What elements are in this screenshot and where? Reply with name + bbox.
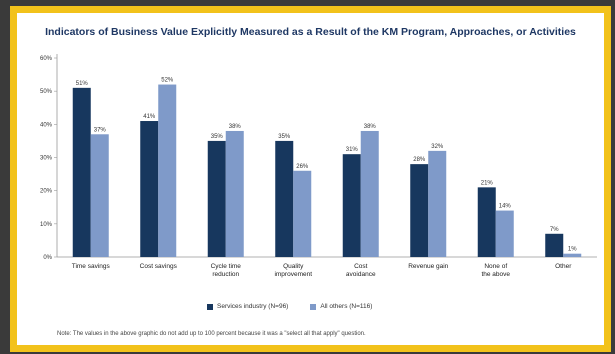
chart-legend: Services industry (N=96) All others (N=1… [207,303,372,310]
bar-series-2 [563,253,582,257]
category-label: Cost avoidance [346,263,376,278]
bar-series-2 [225,130,244,257]
y-tick-label: 10% [40,222,53,228]
y-tick-label: 0% [43,255,52,261]
data-label-series-1: 41% [143,114,156,120]
bar-series-2 [90,134,109,257]
data-label-series-2: 38% [229,124,242,130]
data-label-series-2: 1% [568,247,577,253]
y-tick-label: 60% [40,56,53,62]
y-tick-label: 40% [40,122,53,128]
y-tick-label: 20% [40,189,53,195]
data-label-series-2: 14% [499,204,512,210]
bar-series-1 [72,87,91,257]
data-label-series-1: 21% [481,180,494,186]
category-label: Other [555,263,572,270]
chart-frame: Indicators of Business Value Explicitly … [10,6,611,352]
bar-series-1 [140,121,159,258]
data-label-series-1: 7% [550,227,559,233]
category-label: Quality improvement [274,263,312,278]
category-label: Revenue gain [408,263,448,270]
y-tick-label: 30% [40,156,53,162]
bar-series-1 [207,140,226,257]
bar-series-1 [410,164,429,257]
bar-series-2 [158,84,177,258]
bar-series-1 [342,154,361,257]
data-label-series-1: 51% [76,81,89,87]
data-label-series-1: 35% [278,134,291,140]
chart-note: Note: The values in the above graphic do… [57,331,366,337]
data-label-series-1: 28% [413,157,426,163]
bar-series-1 [545,233,564,257]
chart-title: Indicators of Business Value Explicitly … [45,26,576,38]
data-label-series-2: 37% [94,127,107,133]
data-label-series-2: 32% [431,144,444,150]
category-label: Time savings [72,263,111,270]
data-label-series-1: 31% [346,147,359,153]
legend-swatch-series-1 [207,303,213,310]
bar-series-1 [275,140,294,257]
data-label-series-2: 52% [161,78,174,84]
y-tick-label: 50% [40,89,53,95]
chart-panel: Indicators of Business Value Explicitly … [17,13,604,345]
bar-series-2 [360,130,379,257]
data-label-series-1: 35% [211,134,224,140]
bar-chart: 0% 10% 20% 30% 40% 50% 60% 51% 37% Time savings 41… [40,54,597,278]
legend-label-series-2: All others (N=116) [320,303,373,310]
bar-series-2 [495,210,514,257]
category-label: Cycle time reduction [211,263,242,278]
category-label: None of the above [481,263,510,278]
category-label: Cost savings [140,263,178,270]
data-label-series-2: 38% [364,124,377,130]
legend-label-series-1: Services industry (N=96) [217,303,289,310]
bar-series-2 [293,170,312,257]
legend-swatch-series-2 [310,303,317,310]
legend-item-series-2: All others (N=116) [310,303,372,310]
data-label-series-2: 26% [296,164,309,170]
legend-item-series-1: Services industry (N=96) [207,303,288,310]
bar-series-1 [477,187,496,257]
bar-series-2 [428,150,447,257]
